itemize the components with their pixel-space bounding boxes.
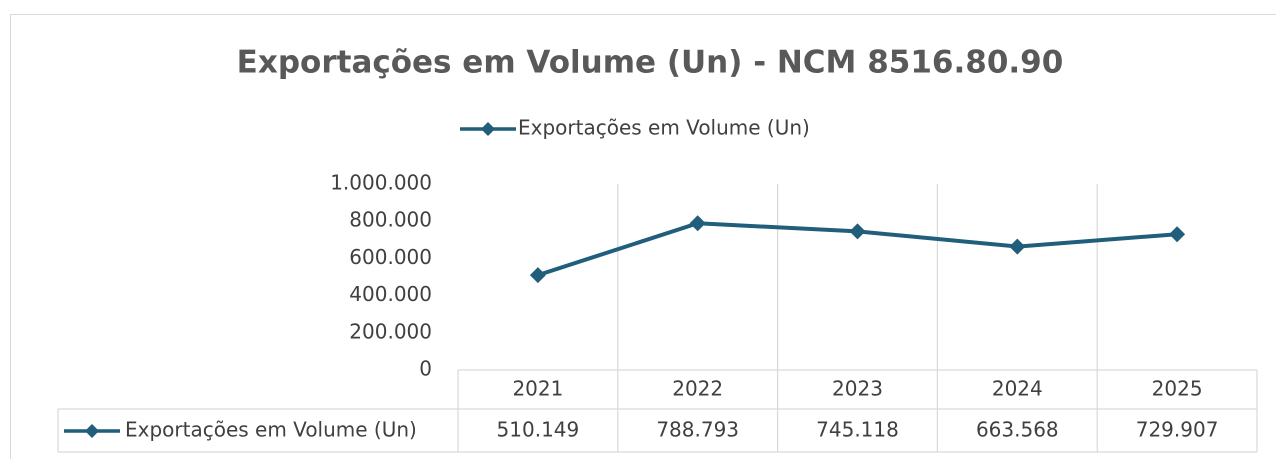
x-tick-label: 2024	[992, 377, 1043, 401]
table-value: 510.149	[497, 418, 580, 442]
x-tick-label: 2025	[1152, 377, 1203, 401]
y-tick-label: 200.000	[349, 319, 432, 343]
table-key-marker	[85, 424, 99, 438]
x-tick-label: 2021	[512, 377, 563, 401]
x-tick-label: 2022	[672, 377, 723, 401]
legend-label: Exportações em Volume (Un)	[518, 116, 810, 140]
legend-key-marker	[481, 122, 495, 136]
x-tick-label: 2023	[832, 377, 883, 401]
data-point	[849, 223, 866, 240]
data-point	[689, 215, 706, 232]
data-point	[529, 267, 546, 284]
chart-title: Exportações em Volume (Un) - NCM 8516.80…	[237, 45, 1064, 81]
table-value: 745.118	[816, 418, 899, 442]
table-value: 729.907	[1136, 418, 1219, 442]
table-value: 663.568	[976, 418, 1059, 442]
y-tick-label: 800.000	[349, 208, 432, 232]
y-tick-label: 600.000	[349, 245, 432, 269]
y-tick-label: 400.000	[349, 282, 432, 306]
y-tick-label: 1.000.000	[330, 171, 432, 195]
chart-border	[10, 14, 1276, 459]
data-point	[1009, 238, 1026, 255]
y-tick-label: 0	[419, 357, 432, 381]
data-point	[1169, 226, 1186, 243]
table-value: 788.793	[656, 418, 739, 442]
table-row-label: Exportações em Volume (Un)	[125, 418, 417, 442]
